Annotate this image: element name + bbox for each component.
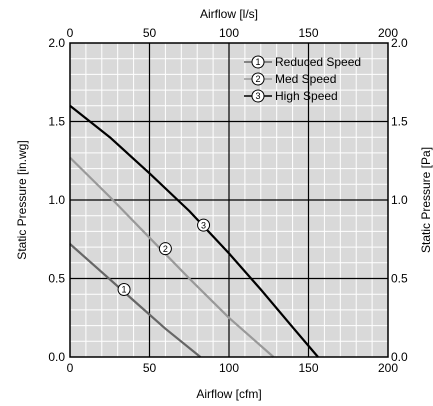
x-axis-title-bottom: Airflow [cfm] [196,387,261,401]
legend-entry-label: Reduced Speed [275,55,361,69]
series-marker-label: 2 [163,244,168,254]
x-tick-label-top: 0 [67,26,74,40]
x-tick-label-top: 50 [143,26,157,40]
y-tick-label-right: 0.0 [391,350,408,364]
x-tick-label-top: 100 [219,26,239,40]
y-tick-label-left: 0.0 [48,350,65,364]
legend-entry-label: High Speed [275,89,338,103]
series-marker-label: 3 [201,220,206,230]
y-tick-label-right: 1.5 [391,115,408,129]
y-tick-label-left: 1.0 [48,193,65,207]
y-tick-label-right: 0.5 [391,272,408,286]
legend-marker-label: 1 [255,57,260,67]
x-tick-label-bottom: 50 [143,361,157,375]
y-tick-label-left: 1.5 [48,115,65,129]
legend-marker-label: 2 [255,74,260,84]
y-tick-label-left: 2.0 [48,36,65,50]
y-tick-label-right: 1.0 [391,193,408,207]
y-axis-title-left: Static Pressure [in.wg] [15,140,29,259]
x-tick-label-top: 150 [298,26,318,40]
y-tick-label-right: 2.0 [391,36,408,50]
series-marker-label: 1 [122,285,127,295]
x-tick-label-bottom: 150 [298,361,318,375]
y-axis-title-right: Static Pressure [Pa] [419,147,433,253]
legend-entry-label: Med Speed [275,72,336,86]
y-tick-label-left: 0.5 [48,272,65,286]
x-axis-title-top: Airflow [l/s] [200,7,258,21]
x-tick-label-bottom: 0 [67,361,74,375]
x-tick-label-bottom: 100 [219,361,239,375]
legend-marker-label: 3 [255,91,260,101]
